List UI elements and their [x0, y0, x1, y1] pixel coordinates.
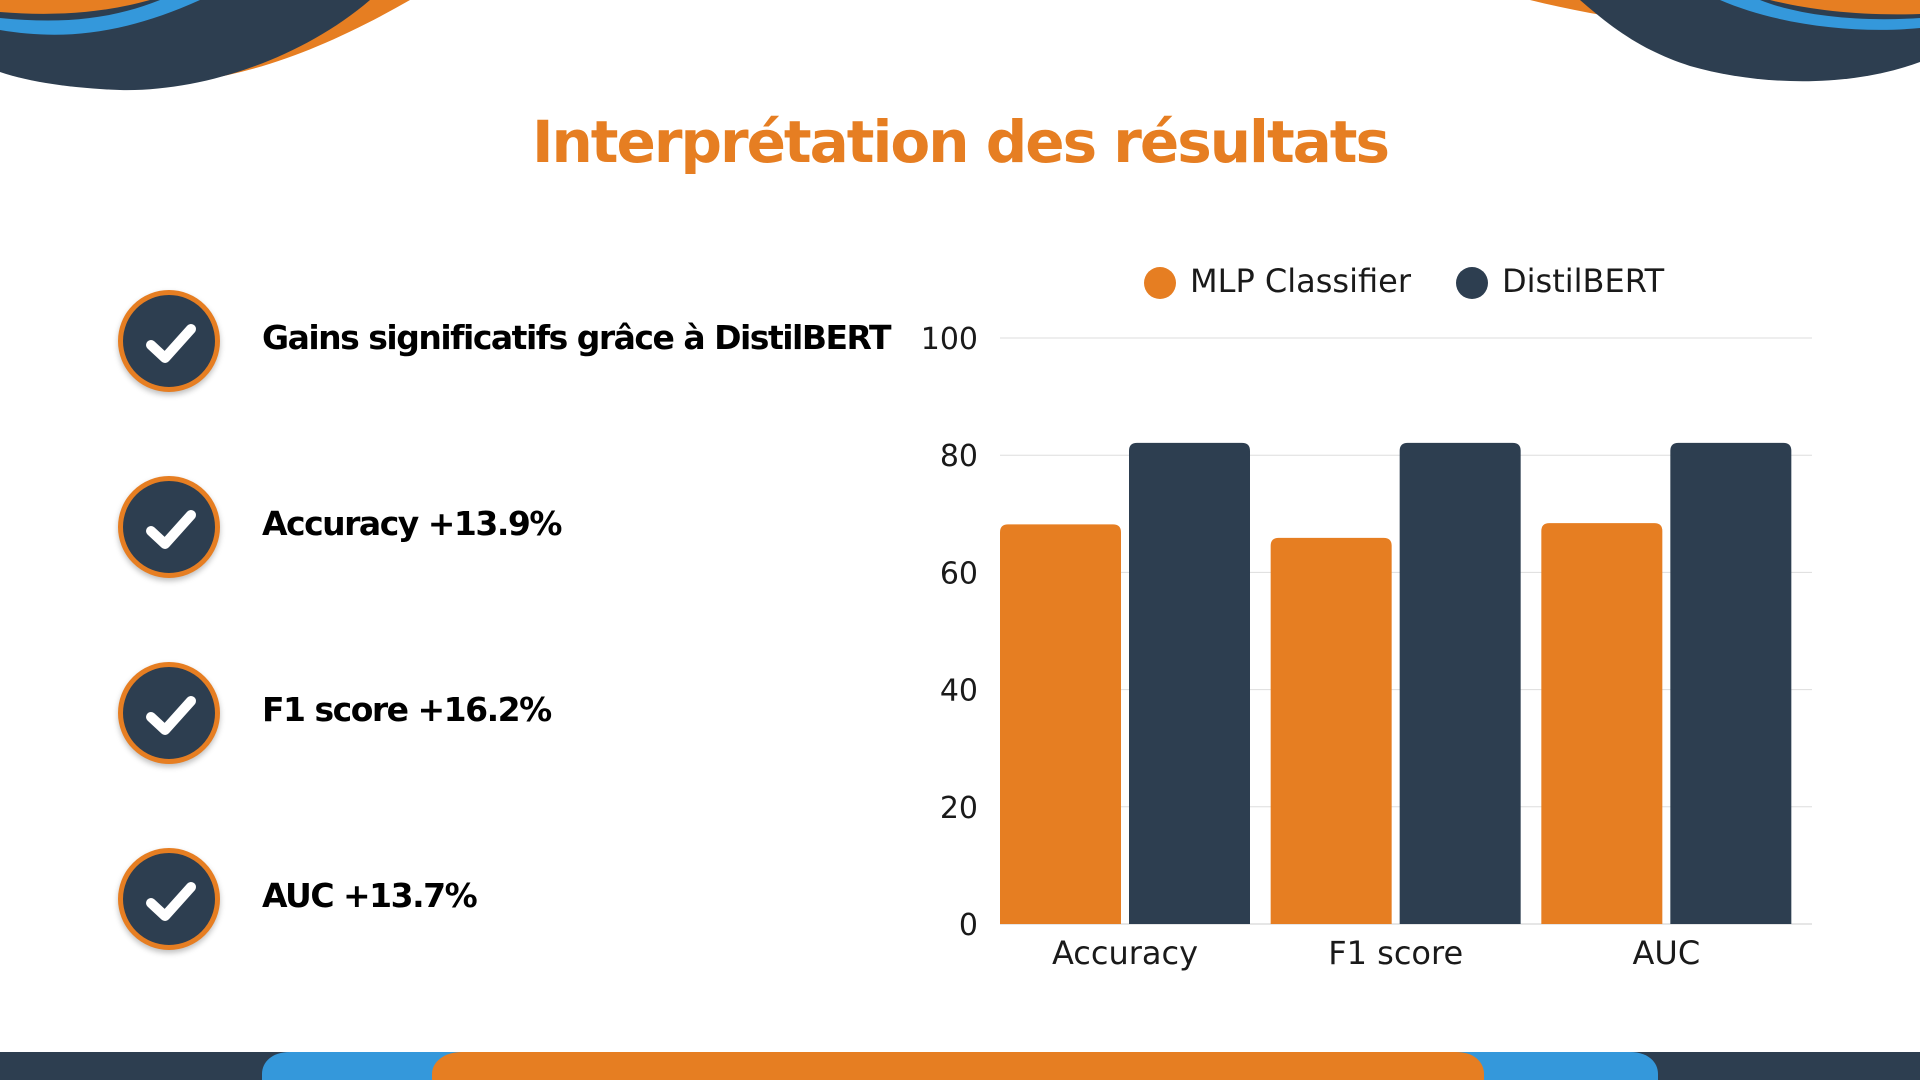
top-right-wave-blue	[1720, 0, 1920, 30]
y-tick-label: 80	[940, 439, 978, 474]
checkmark-icon	[146, 882, 196, 921]
page-title: Interprétation des résultats	[531, 108, 1390, 176]
bar-mlp-classifier	[1270, 537, 1392, 924]
key-point-label: AUC +13.7%	[262, 876, 478, 915]
check-badge	[118, 662, 220, 764]
x-tick-label: Accuracy	[1052, 934, 1198, 972]
y-tick-label: 0	[959, 908, 978, 943]
checkmark-icon	[146, 510, 196, 549]
y-tick-label: 40	[940, 674, 978, 709]
x-tick-label: F1 score	[1328, 934, 1463, 972]
key-point-label: F1 score +16.2%	[262, 690, 552, 729]
check-badge	[118, 848, 220, 950]
legend-label: MLP Classifier	[1190, 262, 1411, 300]
bar-mlp-classifier	[1000, 524, 1121, 924]
check-badge	[118, 476, 220, 578]
bar-mlp-classifier	[1541, 523, 1663, 924]
legend-swatch	[1456, 267, 1488, 299]
bar-distilbert	[1399, 442, 1521, 924]
bottom-band-orange	[432, 1052, 1484, 1080]
key-point-label: Accuracy +13.9%	[262, 504, 562, 543]
check-badge	[118, 290, 220, 392]
bar-distilbert	[1129, 442, 1250, 924]
key-point: AUC +13.7%	[118, 848, 878, 958]
key-point: Accuracy +13.9%	[118, 476, 878, 586]
top-right-wave-orange-tip	[1770, 0, 1920, 15]
x-tick-label: AUC	[1633, 934, 1701, 972]
y-tick-label: 60	[940, 556, 978, 591]
y-tick-label: 20	[940, 791, 978, 826]
legend-label: DistilBERT	[1502, 262, 1665, 300]
key-point: Gains significatifs grâce à DistilBERT	[118, 290, 891, 400]
legend-swatch	[1144, 267, 1176, 299]
top-left-wave-orange-tip	[0, 0, 150, 14]
checkmark-icon	[146, 324, 196, 363]
key-point-label: Gains significatifs grâce à DistilBERT	[262, 318, 891, 357]
top-left-wave-blue	[0, 0, 200, 35]
key-point: F1 score +16.2%	[118, 662, 878, 772]
y-tick-label: 100	[921, 322, 978, 357]
bar-distilbert	[1670, 442, 1792, 924]
checkmark-icon	[146, 696, 196, 735]
